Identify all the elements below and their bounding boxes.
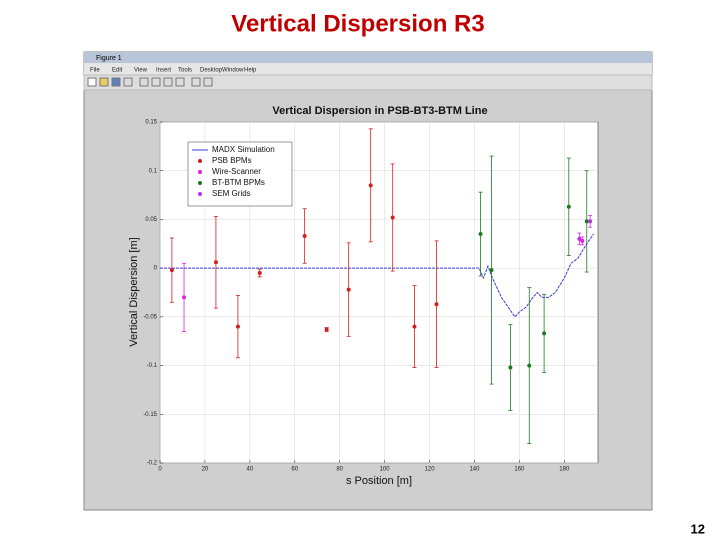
y-tick-label: 0.05: [145, 217, 157, 223]
x-tick-label: 100: [380, 467, 391, 473]
data-point: [527, 363, 532, 368]
x-tick-label: 160: [514, 467, 525, 473]
menu-item[interactable]: Edit: [112, 68, 123, 74]
toolbar-icons: [87, 77, 213, 87]
x-tick-label: 0: [158, 467, 162, 473]
data-point: [368, 183, 373, 188]
legend-swatch: [198, 170, 202, 174]
legend-label: Wire-Scanner: [212, 167, 261, 176]
icon[interactable]: [99, 77, 109, 87]
legend-label: SEM Grids: [212, 189, 251, 198]
menu-item[interactable]: File: [90, 68, 100, 74]
icon[interactable]: [175, 77, 185, 87]
icon[interactable]: [139, 77, 149, 87]
data-point: [580, 238, 585, 243]
data-point: [489, 268, 494, 273]
legend-swatch: [198, 181, 202, 185]
legend-label: PSB BPMs: [212, 156, 252, 165]
legend-box: [187, 141, 293, 207]
simulation-line: [160, 233, 594, 318]
data-point: [182, 295, 187, 300]
legend-swatch: [198, 159, 202, 163]
y-tick-label: -0.1: [147, 363, 158, 369]
y-tick-label: 0.1: [149, 168, 158, 174]
legend-label: BT-BTM BPMs: [212, 178, 265, 187]
page-number: 12: [691, 521, 705, 536]
menu-bar: [84, 63, 652, 75]
legend-label: MADX Simulation: [212, 145, 275, 154]
y-tick-label: -0.2: [147, 461, 158, 467]
data-point: [169, 268, 174, 273]
data-point: [588, 219, 593, 224]
chart-title: Vertical Dispersion in PSB-BT3-BTM Line: [272, 105, 487, 117]
data-point: [257, 271, 262, 276]
toolbar: [83, 74, 653, 91]
data-point: [390, 215, 395, 220]
x-axis-label: s Position [m]: [346, 475, 412, 487]
x-tick-label: 140: [469, 467, 480, 473]
data-point: [235, 324, 240, 329]
x-tick-label: 180: [559, 467, 570, 473]
x-tick-label: 60: [291, 467, 298, 473]
icon[interactable]: [111, 77, 121, 87]
x-tick-label: 40: [247, 467, 254, 473]
x-tick-label: 80: [336, 467, 343, 473]
data-point: [542, 331, 547, 336]
menu-item[interactable]: Insert: [156, 68, 171, 74]
data-point: [213, 260, 218, 265]
legend-swatch: [198, 192, 202, 196]
icon[interactable]: [203, 77, 213, 87]
menu: File Edit View Insert Tools Desktop Window Help: [90, 68, 257, 74]
icon[interactable]: [151, 77, 161, 87]
data-point: [434, 302, 439, 307]
data-point: [577, 236, 582, 241]
data-point: [584, 219, 589, 224]
x-tick-label: 120: [425, 467, 436, 473]
data-point: [566, 204, 571, 209]
data-point: [302, 233, 307, 238]
y-tick-label: 0: [154, 266, 158, 272]
icon[interactable]: [163, 77, 173, 87]
menu-item[interactable]: Help: [244, 68, 257, 74]
slide-title: Vertical Dispersion R3: [231, 10, 484, 37]
data-point: [478, 232, 483, 237]
x-tick-label: 20: [202, 467, 209, 473]
menu-item[interactable]: Window: [222, 68, 244, 74]
data-point: [346, 287, 351, 292]
chart: 0 20 40 60 80 100 120 140 160 180 -0.2 -0.15 -0.1 -0.…: [143, 120, 598, 473]
menu-item[interactable]: Tools: [178, 68, 192, 74]
title-bar: [84, 52, 652, 63]
icon[interactable]: [87, 77, 97, 87]
menu-item[interactable]: View: [134, 68, 148, 74]
data-point: [412, 324, 417, 329]
y-tick-label: -0.15: [143, 412, 157, 418]
icon[interactable]: [123, 77, 133, 87]
y-tick-label: -0.05: [143, 314, 157, 320]
data-point: [508, 365, 513, 370]
y-tick-label: 0.15: [145, 120, 157, 126]
data-point: [324, 327, 329, 332]
menu-item[interactable]: Desktop: [200, 68, 223, 74]
y-axis-label: Vertical Dispersion [m]: [128, 237, 140, 346]
window-title: Figure 1: [96, 55, 122, 62]
icon[interactable]: [191, 77, 201, 87]
